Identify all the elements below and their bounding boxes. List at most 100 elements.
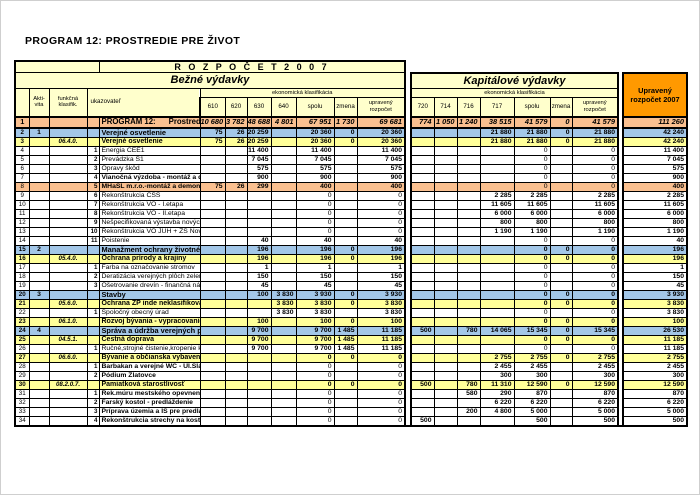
indicator-label: Ručné,strojné čistenie,kropenie komuniká… xyxy=(98,343,201,354)
kapital-spolu-cell: 870 xyxy=(513,388,551,399)
column-gap xyxy=(618,317,623,326)
table-row: 29 2 Pódium Zlatovce 0 0 300 300 300 300 xyxy=(14,370,688,381)
kapital-720-cell xyxy=(410,127,435,138)
bezne-630-cell: 7 045 xyxy=(246,154,272,165)
indicator-label: Bývanie a občianska vybavenosť inde nekl… xyxy=(98,352,201,363)
col-640-header: 640 xyxy=(270,96,297,118)
table-row: 9 6 Rekonštrukcia CSS 0 0 2 285 2 285 2 285 2 28… xyxy=(14,190,688,201)
bezne-spolu-cell: 400 xyxy=(295,181,335,192)
funkcna-cell xyxy=(48,115,88,129)
bezne-upraveny-cell: 3 830 xyxy=(356,298,406,309)
funkcna-cell: 05.4.0. xyxy=(48,253,88,264)
total-cell: 2 755 xyxy=(622,352,688,363)
table-row: 3 06.4.0. Verejné osvetlenie 75 26 20 259 20 3… xyxy=(14,136,688,147)
bezne-610-cell xyxy=(199,244,226,255)
bezne-630-cell xyxy=(246,217,272,228)
funkcna-cell xyxy=(48,199,88,210)
kapital-717-cell xyxy=(479,280,515,291)
row-number: 25 xyxy=(14,334,30,345)
indicator-label: Verejné osvetlenie xyxy=(98,127,201,138)
kapital-717-cell: 21 880 xyxy=(479,127,515,138)
table-row: 22 1 Spoločný obecný úrad 3 830 3 830 3 830 0 0… xyxy=(14,307,688,318)
bezne-640-cell xyxy=(270,361,297,372)
column-gap xyxy=(618,61,623,73)
bezne-630-cell: 9 700 xyxy=(246,343,272,354)
column-number-row: 610 620 630 640 spolu zmena upravený roz… xyxy=(15,96,687,118)
kapital-716-cell xyxy=(456,334,481,345)
column-gap xyxy=(405,155,411,164)
bezne-610-cell: 75 xyxy=(199,181,226,192)
kapital-714-cell xyxy=(433,406,458,417)
kapital-zmena-cell: 0 xyxy=(549,115,573,129)
column-gap xyxy=(618,254,623,263)
item-number-cell xyxy=(86,289,100,300)
column-gap xyxy=(405,272,411,281)
bezne-610-cell xyxy=(199,298,226,309)
kapital-716-cell xyxy=(456,262,481,273)
total-cell: 500 xyxy=(622,415,688,427)
aktivita-cell xyxy=(28,190,50,201)
kapital-upraveny-cell: 0 xyxy=(571,316,619,327)
kapital-upraveny-cell: 0 xyxy=(571,172,619,183)
column-gap xyxy=(405,416,411,427)
indicator-label: Rekonštrukcia strechy na kostole v Orech… xyxy=(98,415,201,427)
column-gap xyxy=(405,281,411,290)
kapital-spolu-cell: 6 000 xyxy=(513,208,551,219)
column-gap xyxy=(405,254,411,263)
kapital-720-cell xyxy=(410,334,435,345)
kapital-716-cell xyxy=(456,154,481,165)
kapital-720-cell xyxy=(410,397,435,408)
funkcna-cell xyxy=(48,244,88,255)
bezne-620-cell xyxy=(224,406,248,417)
kapital-717-cell xyxy=(479,262,515,273)
bezne-620-cell xyxy=(224,289,248,300)
column-gap xyxy=(405,290,411,299)
bezne-620-cell xyxy=(224,226,248,237)
kapital-spolu-cell: 0 xyxy=(513,316,551,327)
table-row: 152 Manažment ochrany životného prostredi… xyxy=(14,244,688,255)
column-gap xyxy=(405,164,411,173)
bezne-spolu-cell: 150 xyxy=(295,271,335,282)
bezne-630-cell xyxy=(246,388,272,399)
bezne-610-cell xyxy=(199,370,226,381)
indicator-label: Verejné osvetlenie xyxy=(98,136,201,147)
table-row: 18 2 Deratizácia verejných plôch zelene 150… xyxy=(14,271,688,282)
bezne-upraveny-cell: 20 360 xyxy=(356,127,406,138)
bezne-620-cell: 26 xyxy=(224,136,248,147)
kapital-716-cell xyxy=(456,235,481,246)
total-cell: 11 400 xyxy=(622,145,688,156)
kapital-720-cell xyxy=(410,235,435,246)
total-cell: 2 285 xyxy=(622,190,688,201)
kapital-upraveny-cell: 5 000 xyxy=(571,406,619,417)
kapital-717-cell: 300 xyxy=(479,370,515,381)
total-cell: 1 190 xyxy=(622,226,688,237)
funkcna-cell xyxy=(48,397,88,408)
indicator-label: Deratizácia verejných plôch zelene xyxy=(98,271,201,282)
column-gap xyxy=(618,97,623,117)
bezne-upraveny-cell: 1 xyxy=(356,262,406,273)
funkcna-cell: 06.6.0. xyxy=(48,352,88,363)
indicator-label: MHaSL m.r.o.-montáž a demontáž vian.osve… xyxy=(98,181,201,192)
funkcna-cell xyxy=(48,217,88,228)
row-number: 8 xyxy=(14,181,30,192)
kapital-spolu-cell: 0 xyxy=(513,154,551,165)
aktivita-cell xyxy=(28,280,50,291)
row-number: 26 xyxy=(14,343,30,354)
kapital-upraveny-cell: 6 220 xyxy=(571,397,619,408)
row-number: 28 xyxy=(14,361,30,372)
bezne-vydavky-header: Bežné výdavky xyxy=(14,72,406,89)
column-gap xyxy=(405,344,411,353)
total-cell: 11 605 xyxy=(622,199,688,210)
row-number: 29 xyxy=(14,370,30,381)
item-number-cell: 3 xyxy=(86,163,100,174)
bezne-620-cell xyxy=(224,397,248,408)
bezne-upraveny-cell: 0 xyxy=(356,208,406,219)
bezne-610-cell xyxy=(199,271,226,282)
total-cell: 900 xyxy=(622,172,688,183)
column-gap xyxy=(405,245,411,254)
kapital-spolu-cell: 0 xyxy=(513,271,551,282)
kapital-714-cell xyxy=(433,145,458,156)
kapital-714-cell xyxy=(433,370,458,381)
column-gap xyxy=(405,362,411,371)
